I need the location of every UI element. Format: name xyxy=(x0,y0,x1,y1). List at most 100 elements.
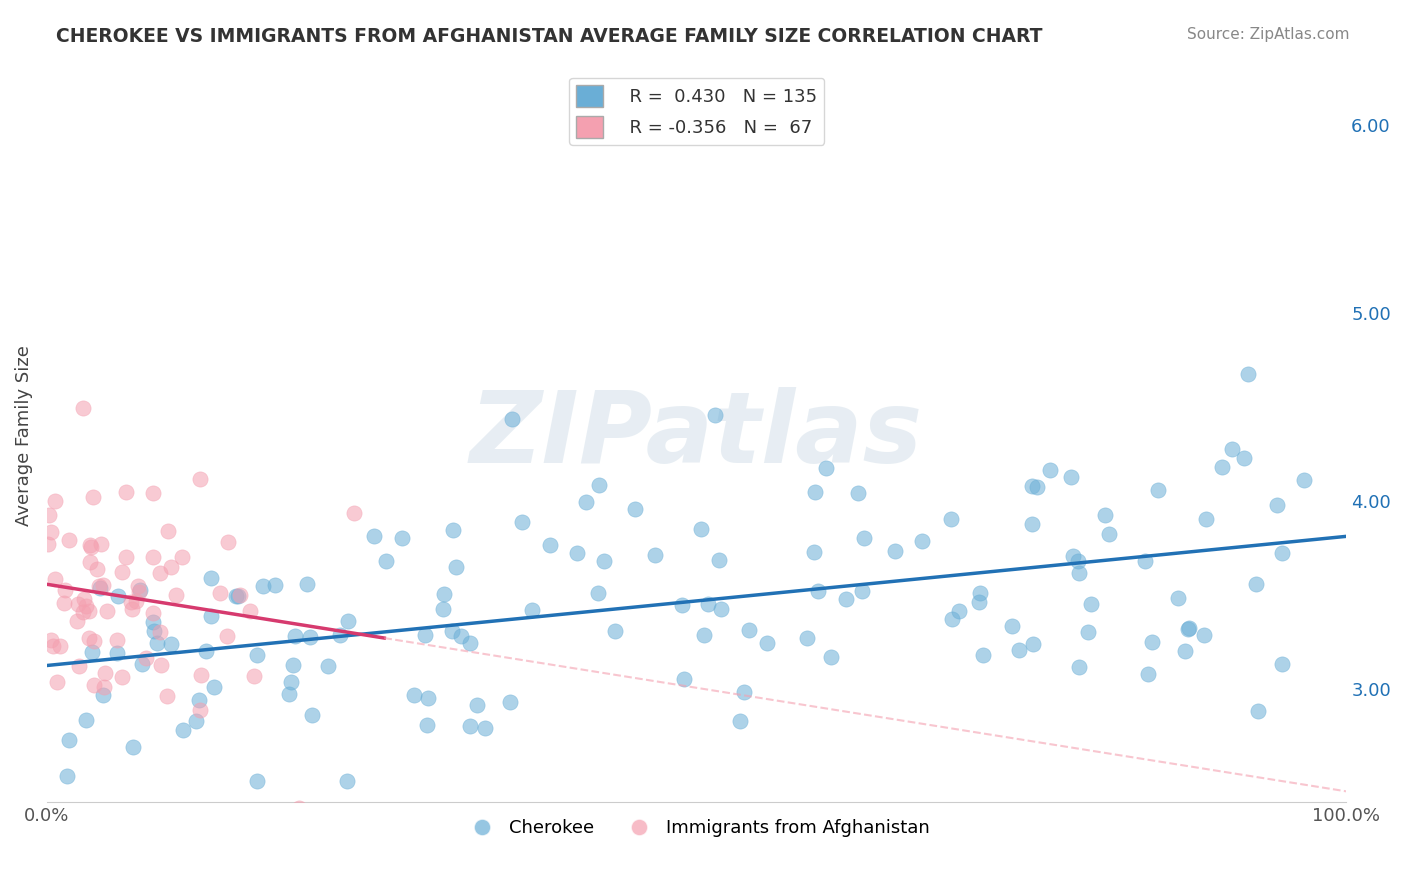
Immigrants from Afghanistan xyxy=(115,484,138,499)
Cherokee xyxy=(1021,516,1043,531)
Immigrants from Afghanistan xyxy=(39,632,62,647)
Immigrants from Afghanistan xyxy=(87,579,110,593)
Cherokee xyxy=(160,637,183,651)
Text: Source: ZipAtlas.com: Source: ZipAtlas.com xyxy=(1187,27,1350,42)
Cherokee xyxy=(820,649,842,664)
Immigrants from Afghanistan xyxy=(217,535,239,549)
Cherokee xyxy=(796,631,818,645)
Immigrants from Afghanistan xyxy=(90,536,112,550)
Cherokee xyxy=(1021,478,1043,492)
Immigrants from Afghanistan xyxy=(128,585,150,599)
Immigrants from Afghanistan xyxy=(72,401,94,415)
Cherokee xyxy=(200,571,222,585)
Immigrants from Afghanistan xyxy=(120,595,142,609)
Cherokee xyxy=(967,594,990,608)
Cherokee xyxy=(375,554,398,568)
Cherokee xyxy=(418,690,440,705)
Immigrants from Afghanistan xyxy=(72,605,94,619)
Immigrants from Afghanistan xyxy=(105,633,128,648)
Cherokee xyxy=(948,604,970,618)
Immigrants from Afghanistan xyxy=(77,604,100,618)
Cherokee xyxy=(707,553,730,567)
Immigrants from Afghanistan xyxy=(229,588,252,602)
Cherokee xyxy=(194,644,217,658)
Cherokee xyxy=(413,628,436,642)
Immigrants from Afghanistan xyxy=(156,689,179,703)
Immigrants from Afghanistan xyxy=(75,599,97,614)
Cherokee xyxy=(673,673,696,687)
Cherokee xyxy=(807,584,830,599)
Cherokee xyxy=(458,718,481,732)
Immigrants from Afghanistan xyxy=(170,549,193,564)
Immigrants from Afghanistan xyxy=(93,680,115,694)
Cherokee xyxy=(129,582,152,597)
Cherokee xyxy=(814,460,837,475)
Immigrants from Afghanistan xyxy=(37,537,59,551)
Text: CHEROKEE VS IMMIGRANTS FROM AFGHANISTAN AVERAGE FAMILY SIZE CORRELATION CHART: CHEROKEE VS IMMIGRANTS FROM AFGHANISTAN … xyxy=(56,27,1043,45)
Cherokee xyxy=(588,586,610,600)
Immigrants from Afghanistan xyxy=(288,800,311,814)
Immigrants from Afghanistan xyxy=(82,490,104,504)
Immigrants from Afghanistan xyxy=(73,591,96,606)
Cherokee xyxy=(122,740,145,755)
Immigrants from Afghanistan xyxy=(149,566,172,581)
Cherokee xyxy=(336,774,359,789)
Immigrants from Afghanistan xyxy=(150,657,173,672)
Cherokee xyxy=(432,602,454,616)
Immigrants from Afghanistan xyxy=(342,506,364,520)
Cherokee xyxy=(187,692,209,706)
Immigrants from Afghanistan xyxy=(86,562,108,576)
Immigrants from Afghanistan xyxy=(77,631,100,645)
Cherokee xyxy=(89,581,111,595)
Cherokee xyxy=(644,548,666,562)
Immigrants from Afghanistan xyxy=(79,538,101,552)
Immigrants from Afghanistan xyxy=(142,549,165,564)
Cherokee xyxy=(458,636,481,650)
Cherokee xyxy=(1271,657,1294,671)
Immigrants from Afghanistan xyxy=(125,594,148,608)
Immigrants from Afghanistan xyxy=(135,651,157,665)
Cherokee xyxy=(299,630,322,644)
Immigrants from Afghanistan xyxy=(160,559,183,574)
Cherokee xyxy=(593,554,616,568)
Cherokee xyxy=(510,515,533,529)
Cherokee xyxy=(402,689,425,703)
Cherokee xyxy=(440,624,463,639)
Immigrants from Afghanistan xyxy=(66,597,89,611)
Cherokee xyxy=(465,698,488,713)
Immigrants from Afghanistan xyxy=(39,524,62,539)
Cherokee xyxy=(444,560,467,574)
Y-axis label: Average Family Size: Average Family Size xyxy=(15,345,32,525)
Cherokee xyxy=(846,486,869,500)
Cherokee xyxy=(301,708,323,723)
Cherokee xyxy=(1195,511,1218,525)
Cherokee xyxy=(105,647,128,661)
Cherokee xyxy=(623,502,645,516)
Immigrants from Afghanistan xyxy=(190,667,212,681)
Immigrants from Afghanistan xyxy=(79,555,101,569)
Cherokee xyxy=(1237,368,1260,382)
Cherokee xyxy=(1060,470,1083,484)
Cherokee xyxy=(704,408,727,422)
Cherokee xyxy=(1008,643,1031,657)
Cherokee xyxy=(278,687,301,701)
Immigrants from Afghanistan xyxy=(53,582,76,597)
Cherokee xyxy=(884,544,907,558)
Cherokee xyxy=(1177,622,1199,636)
Cherokee xyxy=(280,675,302,690)
Cherokee xyxy=(1026,479,1049,493)
Cherokee xyxy=(1192,628,1215,642)
Cherokee xyxy=(1094,508,1116,522)
Cherokee xyxy=(474,721,496,735)
Text: ZIPatlas: ZIPatlas xyxy=(470,387,924,483)
Cherokee xyxy=(498,695,520,709)
Immigrants from Afghanistan xyxy=(44,494,66,508)
Cherokee xyxy=(1067,660,1090,674)
Cherokee xyxy=(1080,597,1102,611)
Cherokee xyxy=(433,587,456,601)
Cherokee xyxy=(738,624,761,638)
Cherokee xyxy=(538,538,561,552)
Immigrants from Afghanistan xyxy=(242,669,264,683)
Immigrants from Afghanistan xyxy=(46,674,69,689)
Cherokee xyxy=(1136,667,1159,681)
